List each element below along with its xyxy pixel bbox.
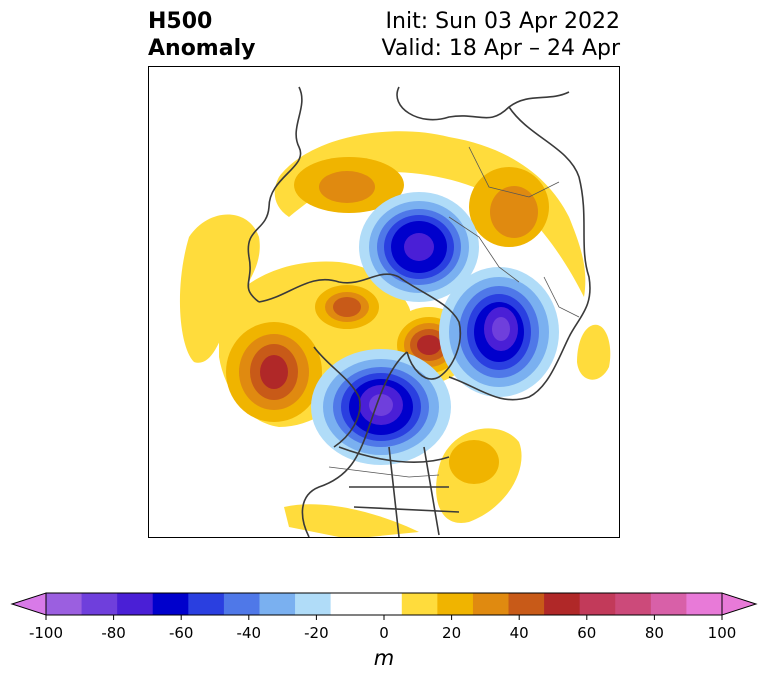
colorbar-svg [10, 592, 758, 620]
colorbar-segment [508, 593, 545, 615]
colorbar-segment [46, 593, 83, 615]
colorbar-over-arrow [721, 592, 758, 616]
country-borders [328, 146, 580, 478]
colorbar-segment [472, 593, 510, 615]
colorbar-segment [81, 593, 118, 615]
colorbar-tick-label: 20 [442, 624, 462, 642]
colorbar-segment [544, 593, 581, 615]
anomaly-positive-atlantic [284, 324, 611, 537]
colorbar-segment [686, 593, 723, 615]
anomaly-positive-bering [179, 214, 260, 363]
colorbar-segment [330, 593, 367, 615]
colorbar-segment [401, 593, 438, 615]
map-svg [149, 67, 619, 537]
colorbar-tick-label: 80 [644, 624, 664, 642]
colorbar-segment [650, 593, 687, 615]
colorbar-tick-label: -60 [168, 624, 194, 642]
title-right: Init: Sun 03 Apr 2022 Valid: 18 Apr – 24… [382, 8, 621, 62]
title-left: H500 Anomaly [148, 8, 255, 62]
colorbar-segment [366, 593, 403, 615]
anomaly-negative-arctic [359, 192, 479, 302]
colorbar-segment [259, 593, 296, 615]
colorbar-segment [117, 593, 154, 615]
colorbar-unit: m [373, 646, 395, 670]
colorbar-tick-label: 60 [577, 624, 597, 642]
valid-range: Valid: 18 Apr – 24 Apr [381, 36, 621, 61]
colorbar-under-arrow [10, 592, 47, 616]
init-date: Init: Sun 03 Apr 2022 [385, 9, 620, 34]
colorbar-tick-label: -80 [101, 624, 126, 642]
colorbar-segment [295, 593, 332, 615]
colorbar-tick-label: -100 [28, 624, 64, 642]
coastlines [247, 86, 591, 537]
anomaly-negative-scandinavia [439, 267, 559, 397]
colorbar-segment [188, 593, 225, 615]
anomaly-map [148, 66, 620, 538]
variable-title: H500 [148, 9, 213, 34]
colorbar-tick-label: 0 [379, 624, 389, 642]
colorbar-tick-label: -40 [236, 624, 262, 642]
colorbar-segment [615, 593, 652, 615]
colorbar-segment [152, 593, 189, 615]
variable-subtitle: Anomaly [148, 36, 256, 61]
anomaly-positive-pacific [219, 261, 411, 427]
colorbar-tick-label: 40 [509, 624, 529, 642]
colorbar-tick-label: 100 [707, 624, 737, 642]
anomaly-positive-siberia [274, 131, 586, 297]
colorbar [0, 580, 768, 680]
colorbar-segment [437, 593, 474, 615]
colorbar-segment [579, 593, 616, 615]
colorbar-segment [223, 593, 260, 615]
colorbar-tick-label: -20 [304, 624, 329, 642]
